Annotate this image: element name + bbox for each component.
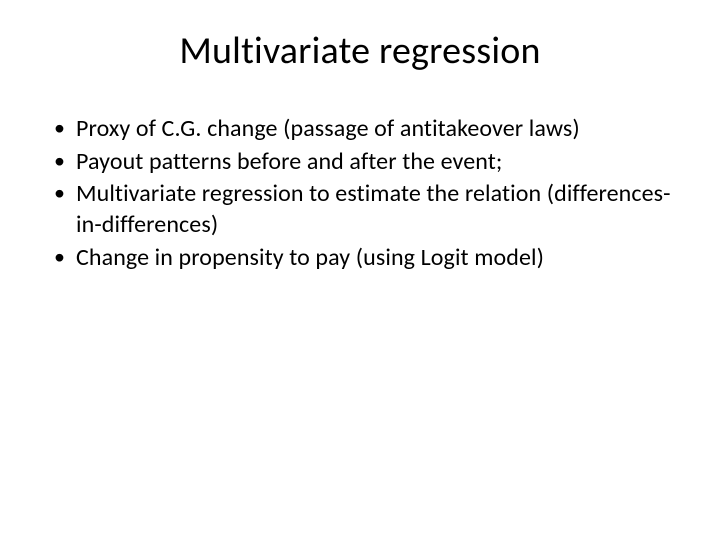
list-item: Change in propensity to pay (using Logit… bbox=[52, 243, 680, 274]
list-item: Proxy of C.G. change (passage of antitak… bbox=[52, 114, 680, 145]
bullet-list: Proxy of C.G. change (passage of antitak… bbox=[40, 114, 680, 274]
list-item: Payout patterns before and after the eve… bbox=[52, 147, 680, 178]
slide-container: Multivariate regression Proxy of C.G. ch… bbox=[0, 0, 720, 540]
slide-title: Multivariate regression bbox=[40, 28, 680, 74]
list-item: Multivariate regression to estimate the … bbox=[52, 179, 680, 240]
